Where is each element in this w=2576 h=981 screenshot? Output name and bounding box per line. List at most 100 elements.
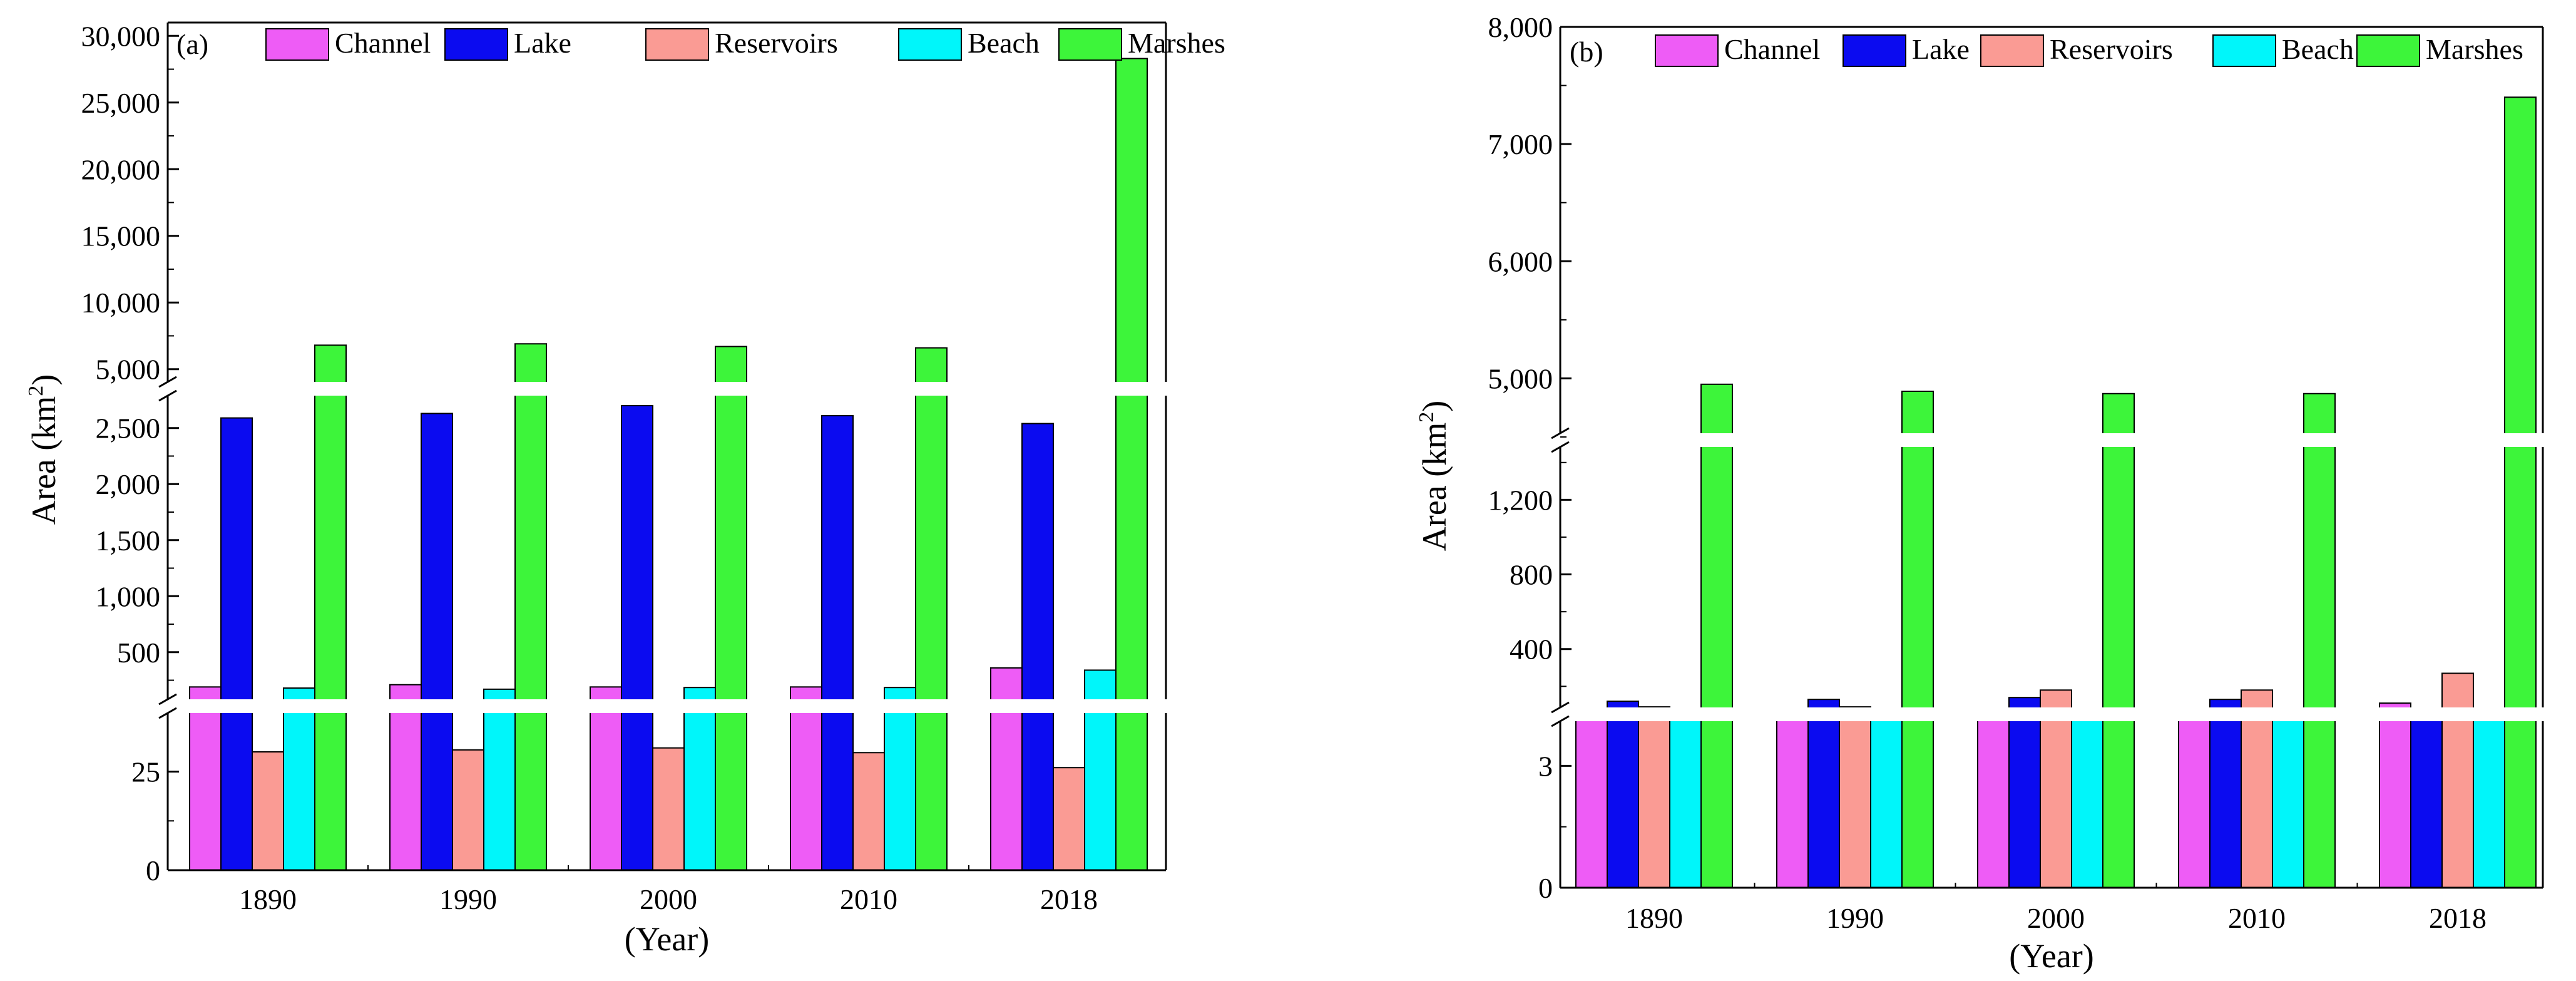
x-tick-label-2000: 2000 (640, 883, 697, 915)
y-axis-title-close: ) (1416, 401, 1453, 412)
bar-channel-2018 (990, 667, 1023, 871)
y-axis-title: Area (km2) (1415, 401, 1453, 551)
legend-label-channel: Channel (1724, 33, 1820, 65)
bar-lake-1890 (1607, 701, 1639, 889)
legend-swatch-marshes (2356, 34, 2420, 67)
bar-beach-1890 (283, 687, 315, 871)
y-axis-title-sup: 2 (1415, 412, 1438, 423)
legend: Channel Lake Reservoirs Beach Marshes (265, 27, 1225, 61)
bar-marshes-2018 (1115, 58, 1148, 871)
legend-label-reservoirs: Reservoirs (715, 27, 838, 59)
y-tick-label-1,500: 1,500 (96, 525, 161, 557)
bar-lake-2010 (821, 415, 854, 871)
panel-a-chart: 0 25 500 1,000 1,500 2,000 2,500 5,000 10,000 15,… (24, 20, 1225, 958)
y-tick-label-5,000: 5,000 (96, 354, 161, 386)
y-tick-label-5,000: 5,000 (1488, 362, 1553, 394)
bar-channel-2010 (2178, 712, 2211, 889)
legend-label-marshes: Marshes (2426, 33, 2523, 65)
bar-reservoirs-2018 (1053, 767, 1085, 871)
bar-lake-2010 (2209, 699, 2242, 888)
y-tick-label-0: 0 (146, 855, 160, 886)
legend-swatch-channel (1655, 34, 1719, 67)
bar-channel-2018 (2379, 702, 2411, 888)
y-axis-title: Area (km2) (24, 374, 63, 525)
legend-swatch-beach (898, 28, 962, 61)
x-axis-title: (Year) (625, 920, 709, 958)
legend-label-channel: Channel (335, 27, 431, 59)
axis-break-mark-2 (158, 376, 177, 402)
bar-reservoirs-1990 (1839, 706, 1871, 889)
y-axis-title-close: ) (25, 374, 63, 386)
bar-lake-1890 (220, 417, 253, 871)
bar-reservoirs-1990 (452, 749, 484, 871)
bar-beach-2000 (2071, 712, 2103, 889)
bar-reservoirs-2000 (652, 747, 685, 871)
bar-marshes-1890 (1700, 383, 1733, 888)
bar-marshes-1990 (514, 343, 547, 871)
legend-label-reservoirs: Reservoirs (2050, 33, 2173, 65)
y-tick-label-20,000: 20,000 (81, 153, 161, 185)
bar-reservoirs-1890 (1638, 706, 1670, 889)
y-tick-label-15,000: 15,000 (81, 220, 161, 252)
x-tick-label-2010: 2010 (2228, 902, 2286, 934)
x-tick-label-1890: 1890 (239, 883, 297, 915)
bar-reservoirs-2010 (2241, 689, 2273, 889)
panel-label: (a) (176, 28, 208, 60)
bar-lake-2018 (2410, 712, 2443, 889)
legend-label-lake: Lake (1912, 33, 1970, 65)
bar-channel-1990 (1776, 719, 1809, 888)
y-tick-label-800: 800 (1510, 559, 1553, 591)
y-tick-label-0: 0 (1538, 872, 1553, 904)
y-tick-label-2,500: 2,500 (96, 413, 161, 444)
y-tick-label-25,000: 25,000 (81, 87, 161, 119)
legend-swatch-lake (1843, 34, 1906, 67)
y-axis-title-main: Area (km (25, 396, 63, 525)
y-tick-label-400: 400 (1510, 634, 1553, 665)
bar-beach-1990 (483, 688, 516, 871)
bar-reservoirs-2018 (2441, 672, 2474, 889)
y-tick-label-3: 3 (1538, 750, 1553, 782)
legend-swatch-reservoirs (1980, 34, 2044, 67)
x-tick-label-2000: 2000 (2027, 902, 2085, 934)
bar-channel-2000 (1977, 712, 2010, 889)
axis-break-gap-1 (1548, 707, 2555, 721)
legend-label-lake: Lake (514, 27, 571, 59)
y-tick-label-2,000: 2,000 (96, 468, 161, 500)
legend-swatch-reservoirs (645, 28, 709, 61)
y-tick-label-7,000: 7,000 (1488, 128, 1553, 160)
bar-beach-1990 (1870, 712, 1903, 889)
bar-marshes-2018 (2504, 96, 2537, 888)
bar-marshes-1890 (314, 344, 347, 871)
y-tick-label-8,000: 8,000 (1488, 11, 1553, 43)
panel-b-chart: 0 3 400 800 1,200 5,000 6,000 7,000 8,000 1890 199… (1415, 11, 2555, 975)
y-tick-label-6,000: 6,000 (1488, 245, 1553, 277)
bar-lake-2000 (2008, 697, 2041, 888)
bar-channel-1990 (389, 684, 422, 871)
y-tick-label-30,000: 30,000 (81, 20, 161, 52)
plot-frame (166, 21, 1167, 871)
y-tick-label-500: 500 (117, 637, 160, 669)
legend: Channel Lake Reservoirs Beach Marshes (1655, 33, 2523, 67)
bar-channel-1890 (189, 686, 222, 871)
bar-reservoirs-1890 (252, 751, 284, 871)
x-tick-label-2018: 2018 (2429, 902, 2487, 934)
legend-label-beach: Beach (968, 27, 1040, 59)
legend-swatch-channel (265, 28, 329, 61)
bar-marshes-2010 (915, 347, 948, 871)
x-tick-label-2010: 2010 (840, 883, 897, 915)
bar-channel-2000 (590, 686, 622, 871)
panel-label: (b) (1570, 36, 1603, 68)
bar-lake-1990 (1807, 699, 1840, 888)
bar-marshes-2010 (2303, 393, 2336, 888)
axis-break-gap-2 (1548, 433, 2555, 447)
bar-beach-2018 (2473, 708, 2505, 888)
x-axis-title: (Year) (2009, 937, 2093, 975)
legend-label-marshes: Marshes (1128, 27, 1225, 59)
bar-beach-2000 (683, 687, 716, 871)
axis-break-mark-2 (1551, 427, 1570, 453)
y-tick-label-1,200: 1,200 (1488, 484, 1553, 516)
y-axis-title-sup: 2 (24, 386, 48, 396)
y-tick-label-10,000: 10,000 (81, 287, 161, 319)
y-tick-label-1,000: 1,000 (96, 580, 161, 612)
x-tick-label-2018: 2018 (1040, 883, 1098, 915)
